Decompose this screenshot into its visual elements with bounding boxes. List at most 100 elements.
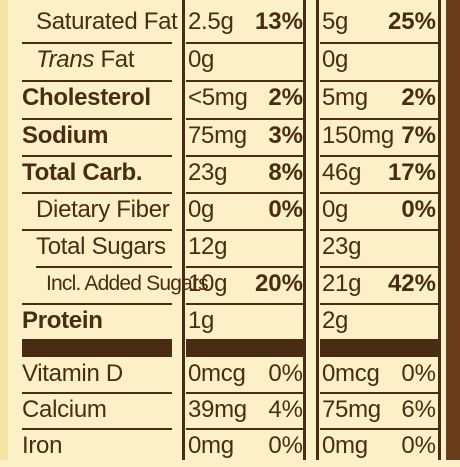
amount-per-serving: 0g [188,46,215,73]
nutrient-row-total-carb: Total Carb. 23g 8% 46g 17% [0,157,446,194]
amount-per-serving: 2.5g [188,8,234,35]
row-divider [320,80,438,82]
daily-value-per-serving: 2% [268,84,303,111]
column-divider [438,0,441,460]
daily-value-per-container: 42% [387,270,436,297]
row-divider [22,428,172,430]
nutrient-label: Trans Fat [36,46,135,74]
nutrient-row-saturated-fat: Saturated Fat 2.5g 13% 5g 25% [0,6,446,43]
daily-value-per-serving: 0% [268,360,303,387]
amount-per-serving: 23g [188,159,228,186]
daily-value-per-container: 2% [401,84,436,111]
row-divider [320,392,438,394]
amount-per-container: 5g [322,8,349,35]
daily-value-per-container: 6% [401,396,436,423]
amount-per-serving: 1g [188,307,215,334]
amount-per-serving: 0mg [188,432,234,459]
amount-per-serving: 39mg [188,396,247,423]
row-divider [22,42,172,44]
panel-left-edge [0,0,8,460]
amount-per-serving: 75mg [188,122,247,149]
row-divider [320,266,438,268]
row-divider [22,303,172,305]
daily-value-per-container: 0% [401,360,436,387]
column-divider [303,0,306,460]
amount-per-container: 0mg [322,432,368,459]
row-divider [186,428,303,430]
row-divider [186,229,303,231]
thick-separator-bar [320,339,438,357]
row-divider [22,392,172,394]
row-divider [186,303,303,305]
row-divider [186,192,303,194]
row-divider [186,42,303,44]
daily-value-per-serving: 13% [254,8,303,35]
thick-separator-bar [186,339,303,357]
amount-per-serving: <5mg [188,84,248,111]
nutrient-label: Iron [22,432,63,459]
daily-value-per-serving: 4% [268,396,303,423]
amount-per-container: 0g [322,46,349,73]
nutrient-row-vitamin-d: Vitamin D 0mcg 0% 0mcg 0% [0,358,446,395]
row-divider [320,303,438,305]
nutrient-label: Protein [22,307,103,334]
amount-per-container: 0mcg [322,360,380,387]
daily-value-per-serving: 0% [268,196,303,223]
nutrient-row-protein: Protein 1g 2g [0,305,446,342]
nutrient-label: Calcium [22,396,107,423]
nutrient-label: Cholesterol [22,84,151,111]
amount-per-container: 21g [322,270,362,297]
daily-value-per-container: 0% [401,196,436,223]
trans-italic-label: Trans [36,46,95,73]
amount-per-container: 23g [322,233,362,260]
daily-value-per-container: 7% [401,122,436,149]
nutrient-label: Incl. Added Sugars [46,272,209,295]
nutrient-label: Saturated Fat [36,8,178,35]
row-divider [36,266,172,268]
daily-value-per-serving: 3% [268,122,303,149]
column-divider [182,0,185,460]
amount-per-container: 5mg [322,84,368,111]
nutrient-row-sodium: Sodium 75mg 3% 150mg 7% [0,120,446,157]
row-divider [186,118,303,120]
row-divider [22,118,172,120]
amount-per-serving: 12g [188,233,228,260]
nutrient-label: Total Sugars [36,233,166,260]
row-divider [186,80,303,82]
nutrient-row-calcium: Calcium 39mg 4% 75mg 6% [0,394,446,431]
amount-per-container: 75mg [322,396,381,423]
amount-per-container: 150mg [322,122,394,149]
row-divider [22,155,172,157]
nutrient-row-trans-fat: Trans Fat 0g 0g [0,44,446,81]
row-divider [320,155,438,157]
row-divider [320,229,438,231]
thick-separator-bar [22,339,172,357]
nutrient-label: Vitamin D [22,360,123,387]
nutrient-row-dietary-fiber: Dietary Fiber 0g 0% 0g 0% [0,194,446,231]
column-divider [316,0,319,460]
panel-right-edge [440,0,460,460]
row-divider [22,80,172,82]
nutrient-label: Dietary Fiber [36,196,170,223]
nutrient-row-total-sugars: Total Sugars 12g 23g [0,231,446,268]
daily-value-per-serving: 0% [268,432,303,459]
amount-per-container: 46g [322,159,362,186]
amount-per-container: 2g [322,307,349,334]
row-divider [320,192,438,194]
daily-value-per-serving: 8% [268,159,303,186]
nutrient-row-iron: Iron 0mg 0% 0mg 0% [0,430,446,467]
row-divider [320,42,438,44]
amount-per-serving: 0g [188,196,215,223]
row-divider [22,192,172,194]
daily-value-per-serving: 20% [254,270,303,297]
amount-per-serving: 10g [188,270,228,297]
row-divider [186,155,303,157]
daily-value-per-container: 17% [387,159,436,186]
daily-value-per-container: 25% [387,8,436,35]
amount-per-container: 0g [322,196,349,223]
row-divider [186,392,303,394]
nutrient-label: Sodium [22,122,109,149]
row-divider [186,266,303,268]
row-divider [22,229,172,231]
